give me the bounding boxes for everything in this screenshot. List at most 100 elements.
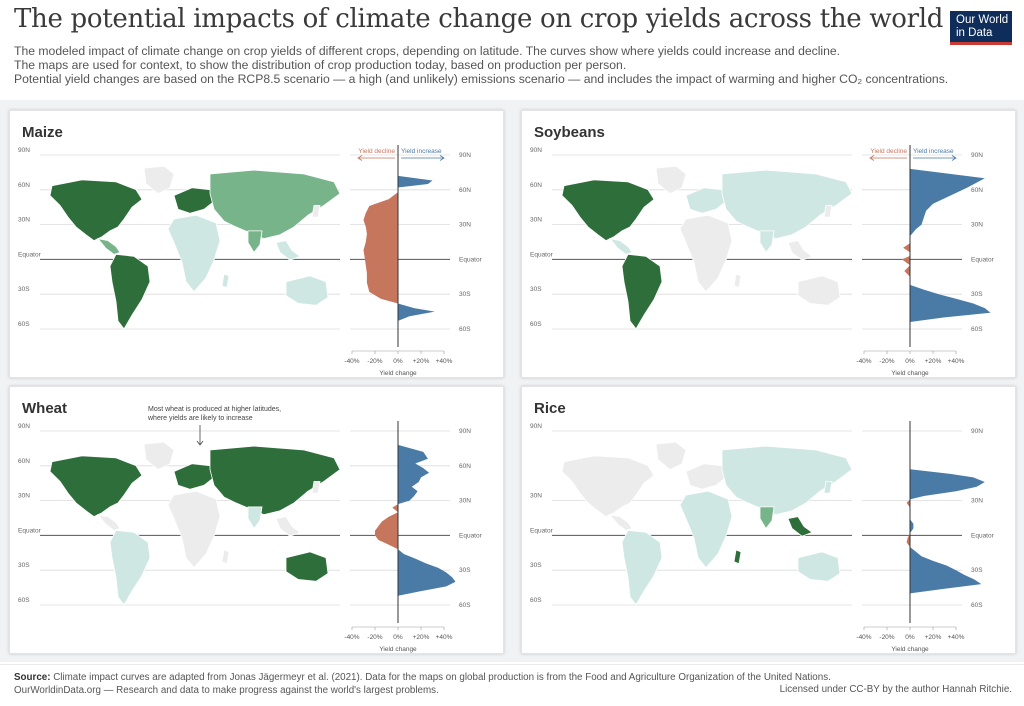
rice-world-map — [561, 441, 853, 606]
page-title: The potential impacts of climate change … — [14, 4, 944, 34]
rice-lat-label-right-0: 90N — [971, 428, 983, 435]
rice-x-tick-label-4: +40% — [948, 634, 965, 641]
wheat-annotation-line-0: Most wheat is produced at higher latitud… — [148, 406, 281, 413]
soybeans-lat-label-right-4: 30S — [971, 291, 983, 298]
soybeans-map-ind — [759, 230, 775, 254]
wheat-world-map — [49, 441, 341, 606]
wheat-x-tick-label-1: -20% — [367, 634, 382, 641]
wheat-lat-label-right-4: 30S — [459, 567, 471, 574]
wheat-yield-increase-area — [398, 444, 456, 596]
wheat-map-gr — [143, 441, 175, 471]
soybeans-yield-decline-area — [901, 168, 910, 323]
rice-lat-label-left-3: 30S — [530, 562, 542, 569]
rice-map-au — [797, 551, 841, 582]
maize-yield-decline-area — [363, 175, 398, 321]
soybeans-lat-label-left-5: 60S — [530, 321, 542, 328]
wheat-lat-label-right-0: 90N — [459, 428, 471, 435]
rice-lat-label-right-4: 60S — [971, 602, 983, 609]
wheat-lat-label-left-2: 30N — [18, 493, 30, 500]
maize-decline-arrow — [357, 155, 395, 161]
subtitle-line-3: Potential yield changes are based on the… — [14, 72, 949, 87]
rice-yield-increase-area — [910, 469, 985, 594]
soybeans-x-tick-label-1: -20% — [879, 358, 894, 365]
maize-lat-label-right-3: Equator — [459, 256, 483, 263]
maize-lat-label-right-4: 30S — [459, 291, 471, 298]
soybeans-decline-label: Yield decline — [870, 148, 907, 155]
page-subtitle: The modeled impact of climate change on … — [14, 44, 1014, 87]
maize-x-tick-label-0: -40% — [344, 358, 359, 365]
wheat-map-au — [285, 551, 329, 582]
maize-map-na — [49, 179, 143, 242]
soybeans-lat-label-right-2: 30N — [971, 222, 983, 229]
soybeans-lat-label-right-3: Equator — [971, 256, 995, 263]
rice-map-ca — [609, 514, 633, 531]
soybeans-lat-label-left-4: 30S — [530, 286, 542, 293]
maize-lat-label-right-5: 60S — [459, 326, 471, 333]
wheat-x-tick-label-3: +20% — [413, 634, 430, 641]
soybeans-yield-increase-area — [910, 168, 991, 323]
rice-map-mg — [733, 549, 742, 565]
subtitle-line-1: The modeled impact of climate change on … — [14, 44, 841, 58]
source-label: Source: — [14, 672, 51, 683]
maize-map-mg — [221, 273, 230, 289]
maize-lat-label-left-3: Equator — [18, 251, 42, 258]
wheat-lat-label-right-1: 60N — [459, 463, 471, 470]
wheat-x-tick-label-2: 0% — [393, 634, 403, 641]
maize-lat-label-left-2: 30N — [18, 217, 30, 224]
rice-yield-decline-area — [906, 469, 910, 594]
wheat-x-tick-label-4: +40% — [436, 634, 453, 641]
wheat-lat-label-right-2: 30N — [459, 498, 471, 505]
rice-lat-label-left-0: 90N — [530, 423, 542, 430]
rice-lat-label-left-4: 60S — [530, 597, 542, 604]
rice-lat-label-right-1: 30N — [971, 498, 983, 505]
maize-yield-increase-area — [398, 175, 435, 321]
wheat-map-ind — [247, 506, 263, 530]
maize-map-ind — [247, 230, 263, 254]
license-text: Licensed under CC-BY by the author Hanna… — [779, 684, 1012, 695]
rice-lat-label-right-3: 30S — [971, 567, 983, 574]
wheat-annotation: Most wheat is produced at higher latitud… — [147, 406, 281, 422]
maize-world-map — [49, 165, 341, 330]
soybeans-map-af — [679, 214, 733, 293]
panel-wheat: Wheat 90N 90N 60N 60N 30N 30N Equator Equator 30S… — [9, 386, 504, 654]
maize-map-jp — [311, 204, 321, 218]
wheat-title: Wheat — [22, 400, 67, 417]
soybeans-x-tick-label-0: -40% — [856, 358, 871, 365]
maize-x-tick-label-1: -20% — [367, 358, 382, 365]
soybeans-world-map — [561, 165, 853, 330]
rice-x-tick-label-2: 0% — [905, 634, 915, 641]
source-text: Climate impact curves are adapted from J… — [50, 672, 831, 683]
site-link[interactable]: OurWorldinData.org — Research and data t… — [14, 685, 439, 696]
maize-map-gr — [143, 165, 175, 195]
maize-x-tick-label-3: +20% — [413, 358, 430, 365]
wheat-map-af — [167, 490, 221, 569]
panel-rice: Rice 90N 90N 30N 30N Equator Equator 30S 30S 60S 6… — [521, 386, 1016, 654]
rice-x-tick-label-0: -40% — [856, 634, 871, 641]
soybeans-lat-label-right-5: 60S — [971, 326, 983, 333]
soybeans-x-tick-label-3: +20% — [925, 358, 942, 365]
wheat-map-ca — [97, 514, 121, 531]
rice-lat-label-right-2: Equator — [971, 532, 995, 539]
wheat-lat-label-left-4: 30S — [18, 562, 30, 569]
rice-map-jp — [823, 480, 833, 494]
maize-decline-label: Yield decline — [358, 148, 395, 155]
rice-x-tick-label-1: -20% — [879, 634, 894, 641]
rice-map-gr — [655, 441, 687, 471]
wheat-annotation-arrow — [196, 425, 204, 446]
soybeans-lat-label-right-1: 60N — [971, 187, 983, 194]
soybeans-x-axis-label: Yield change — [891, 370, 929, 377]
rice-map-sea — [787, 516, 813, 537]
maize-map-as — [209, 169, 341, 240]
maize-lat-label-left-5: 60S — [18, 321, 30, 328]
soybeans-lat-label-left-3: Equator — [530, 251, 554, 258]
soybeans-chart: Soybeans 90N 90N 60N 60N 30N 30N Equator Equator… — [530, 124, 995, 377]
soybeans-lat-label-left-0: 90N — [530, 147, 542, 154]
panel-soybeans: Soybeans 90N 90N 60N 60N 30N 30N Equator Equator… — [521, 110, 1016, 378]
soybeans-map-as — [721, 169, 853, 240]
owid-logo[interactable]: Our World in Data — [950, 11, 1012, 45]
rice-x-axis-label: Yield change — [891, 646, 929, 653]
maize-lat-label-right-0: 90N — [459, 152, 471, 159]
rice-chart: Rice 90N 90N 30N 30N Equator Equator 30S 30S 60S 6… — [530, 400, 995, 653]
maize-map-ca — [97, 238, 121, 255]
soybeans-increase-label: Yield increase — [913, 148, 954, 155]
